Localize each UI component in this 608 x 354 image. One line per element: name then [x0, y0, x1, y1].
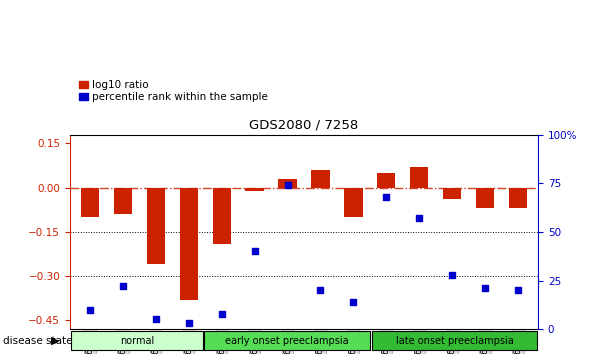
Point: [118, 284, 128, 289]
Bar: [213, 188, 230, 244]
Bar: [114, 188, 132, 214]
Point: [184, 321, 193, 326]
Bar: [443, 188, 461, 199]
Bar: [510, 188, 527, 208]
Legend: log10 ratio, percentile rank within the sample: log10 ratio, percentile rank within the …: [75, 76, 272, 106]
Bar: [311, 170, 330, 188]
Bar: [246, 188, 264, 190]
Point: [85, 307, 95, 313]
Text: normal: normal: [120, 336, 154, 346]
Text: ▶: ▶: [51, 336, 60, 346]
Point: [513, 287, 523, 293]
Bar: [410, 167, 429, 188]
Text: early onset preeclampsia: early onset preeclampsia: [226, 336, 349, 346]
Text: disease state: disease state: [3, 336, 72, 346]
Bar: [71, 331, 203, 350]
Point: [447, 272, 457, 278]
Bar: [378, 173, 395, 188]
Bar: [147, 188, 165, 264]
Bar: [476, 188, 494, 208]
Point: [415, 215, 424, 221]
Point: [283, 182, 292, 188]
Text: late onset preeclampsia: late onset preeclampsia: [396, 336, 513, 346]
Bar: [371, 331, 537, 350]
Title: GDS2080 / 7258: GDS2080 / 7258: [249, 119, 359, 132]
Point: [316, 287, 325, 293]
Bar: [278, 179, 297, 188]
Bar: [344, 188, 362, 217]
Bar: [204, 331, 370, 350]
Point: [348, 299, 358, 305]
Point: [151, 316, 161, 322]
Point: [480, 285, 490, 291]
Point: [250, 249, 260, 254]
Point: [382, 194, 392, 200]
Bar: [179, 188, 198, 300]
Bar: [81, 188, 98, 217]
Point: [216, 311, 226, 316]
